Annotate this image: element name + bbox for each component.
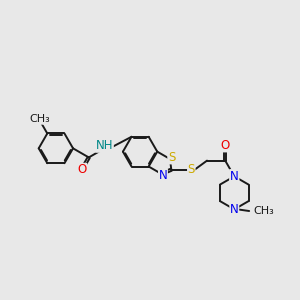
- Text: N: N: [230, 170, 239, 183]
- Text: O: O: [77, 164, 87, 176]
- Text: N: N: [230, 203, 239, 216]
- Text: NH: NH: [96, 139, 113, 152]
- Text: CH₃: CH₃: [253, 206, 274, 216]
- Text: S: S: [188, 163, 195, 176]
- Text: O: O: [220, 139, 230, 152]
- Text: CH₃: CH₃: [29, 114, 50, 124]
- Text: N: N: [230, 170, 239, 183]
- Text: S: S: [168, 151, 175, 164]
- Text: N: N: [159, 169, 167, 182]
